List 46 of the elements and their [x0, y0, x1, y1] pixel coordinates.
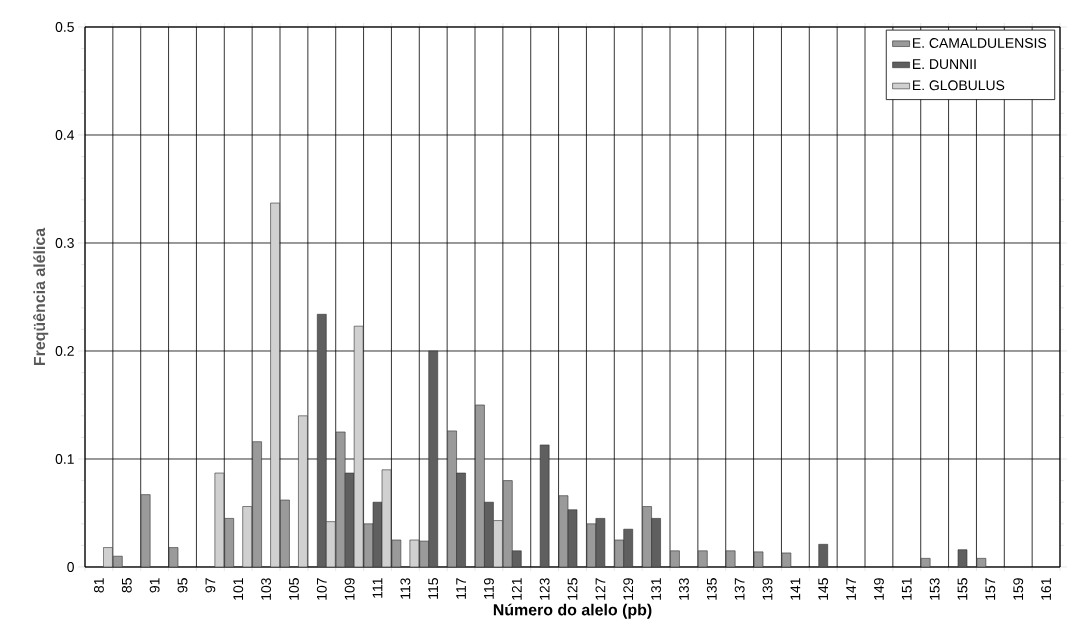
x-tick-label: 129	[623, 578, 634, 600]
x-tick-label: 121	[511, 578, 522, 600]
x-tick-label: 127	[595, 578, 606, 600]
x-tick-label: 119	[483, 578, 494, 599]
x-tick-label: 135	[706, 578, 717, 600]
x-tick-label: 125	[567, 578, 578, 600]
x-tick-label: 107	[316, 578, 327, 600]
y-tick-label: 0.3	[55, 238, 74, 248]
x-tick-label: 115	[428, 578, 439, 599]
x-tick-label: 151	[901, 578, 912, 600]
x-tick-label: 85	[121, 578, 132, 593]
x-tick-label: 103	[261, 578, 272, 600]
legend-label: E. CAMALDULENSIS	[913, 38, 1047, 48]
x-tick-label: 109	[344, 578, 355, 600]
legend-label: E. GLOBULUS	[913, 80, 1005, 91]
x-tick-label: 159	[1013, 578, 1024, 600]
x-tick-label: 155	[957, 578, 968, 600]
x-tick-label: 105	[288, 578, 299, 600]
x-tick-label: 145	[818, 578, 829, 600]
x-tick-label: 101	[233, 578, 244, 600]
x-axis-title: Número do alelo (pb)	[493, 603, 652, 619]
x-tick-label: 133	[678, 578, 689, 600]
y-axis-title: Freqüência alélica	[33, 227, 49, 366]
y-tick-label: 0	[67, 562, 74, 572]
y-tick-label: 0.4	[55, 130, 75, 140]
x-tick-label: 141	[790, 578, 801, 600]
x-tick-label: 113	[400, 578, 411, 599]
x-tick-label: 161	[1041, 578, 1052, 600]
x-tick-label: 153	[929, 578, 940, 600]
x-tick-label: 117	[456, 578, 466, 599]
x-tick-label: 149	[873, 578, 884, 600]
x-tick-label: 111	[372, 578, 383, 598]
x-tick-label: 139	[762, 578, 773, 600]
x-tick-label: 97	[205, 578, 216, 593]
y-tick-label: 0.5	[55, 22, 74, 32]
x-tick-label: 81	[93, 578, 104, 593]
x-tick-label: 137	[734, 578, 745, 600]
x-tick-label: 131	[651, 578, 662, 600]
x-tick-label: 123	[539, 578, 550, 600]
x-tick-label: 95	[177, 578, 188, 593]
y-tick-label: 0.1	[55, 454, 74, 464]
x-tick-label: 157	[985, 578, 996, 600]
x-tick-label: 147	[846, 578, 856, 600]
x-tick-label: 91	[149, 578, 160, 593]
y-tick-label: 0.2	[55, 346, 74, 356]
legend-label: E. DUNNII	[913, 59, 976, 70]
